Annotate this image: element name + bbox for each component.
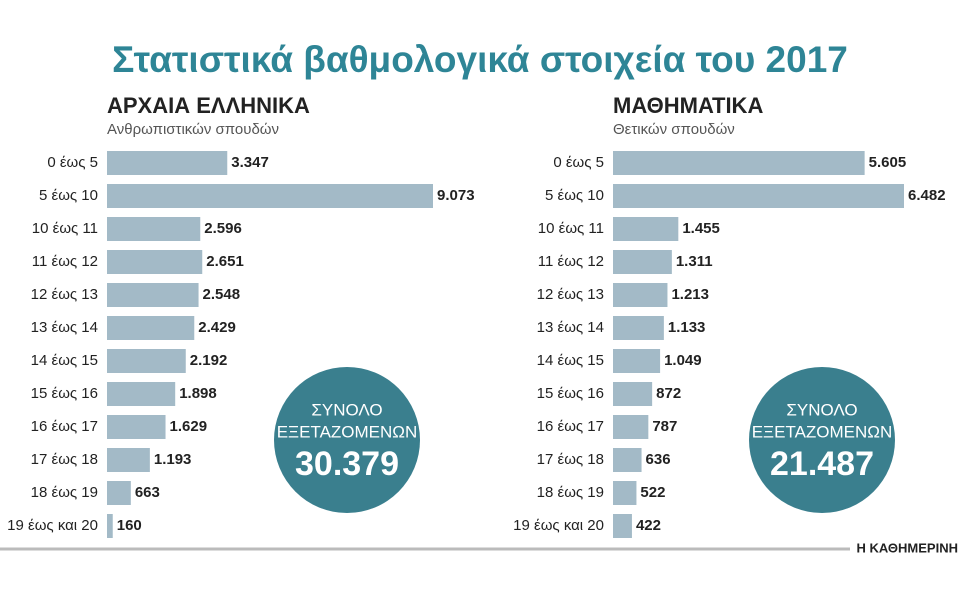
category-label: 16 έως 17 xyxy=(31,418,98,435)
category-label: 18 έως 19 xyxy=(31,484,98,501)
value-label: 422 xyxy=(636,517,661,534)
category-label: 14 έως 15 xyxy=(31,352,98,369)
category-label: 17 έως 18 xyxy=(537,451,604,468)
bar xyxy=(107,349,186,373)
bar xyxy=(107,316,195,340)
value-label: 2.548 xyxy=(203,286,241,303)
bar xyxy=(613,151,865,175)
category-label: 12 έως 13 xyxy=(537,286,604,303)
value-label: 160 xyxy=(117,517,142,534)
total-circle xyxy=(274,367,420,513)
source: Η ΚΑΘΗΜΕΡΙΝΗ xyxy=(857,540,959,555)
bar xyxy=(613,481,637,505)
total-circle xyxy=(749,367,895,513)
page-title: Στατιστικά βαθμολογικά στοιχεία του 2017 xyxy=(112,39,848,80)
category-label: 17 έως 18 xyxy=(31,451,98,468)
bar xyxy=(107,481,131,505)
total-value: 30.379 xyxy=(295,445,399,483)
panel-title: ΑΡΧΑΙΑ ΕΛΛΗΝΙΚΑ xyxy=(107,93,310,118)
bar xyxy=(107,448,150,472)
category-label: 14 έως 15 xyxy=(537,352,604,369)
bar xyxy=(107,250,203,274)
bar xyxy=(613,448,642,472)
value-label: 636 xyxy=(646,451,671,468)
bar xyxy=(613,415,649,439)
value-label: 1.898 xyxy=(179,385,217,402)
category-label: 0 έως 5 xyxy=(47,154,98,171)
value-label: 522 xyxy=(640,484,665,501)
category-label: 15 έως 16 xyxy=(537,385,604,402)
value-label: 1.133 xyxy=(668,319,706,336)
value-label: 5.605 xyxy=(869,154,907,171)
category-label: 13 έως 14 xyxy=(31,319,98,336)
category-label: 10 έως 11 xyxy=(32,220,98,237)
value-label: 2.192 xyxy=(190,352,228,369)
value-label: 663 xyxy=(135,484,160,501)
category-label: 11 έως 12 xyxy=(538,253,604,270)
category-label: 19 έως και 20 xyxy=(7,517,98,534)
value-label: 2.651 xyxy=(206,253,244,270)
bar xyxy=(613,349,661,373)
value-label: 1.629 xyxy=(170,418,208,435)
value-label: 1.455 xyxy=(682,220,720,237)
bar xyxy=(613,217,679,241)
bar xyxy=(107,382,176,406)
category-label: 19 έως και 20 xyxy=(513,517,604,534)
value-label: 1.193 xyxy=(154,451,192,468)
category-label: 13 έως 14 xyxy=(537,319,604,336)
value-label: 9.073 xyxy=(437,187,475,204)
bar xyxy=(613,382,653,406)
bar xyxy=(613,514,632,538)
bar xyxy=(107,151,228,175)
bar xyxy=(107,283,199,307)
category-label: 15 έως 16 xyxy=(31,385,98,402)
category-label: 11 έως 12 xyxy=(32,253,98,270)
category-label: 10 έως 11 xyxy=(538,220,604,237)
category-label: 5 έως 10 xyxy=(545,187,604,204)
category-label: 18 έως 19 xyxy=(537,484,604,501)
category-label: 16 έως 17 xyxy=(537,418,604,435)
value-label: 1.311 xyxy=(676,253,713,270)
value-label: 1.213 xyxy=(671,286,709,303)
total-label: ΣΥΝΟΛΟ xyxy=(311,400,382,419)
bar xyxy=(613,250,672,274)
panel-subtitle: Θετικών σπουδών xyxy=(613,121,735,138)
category-label: 5 έως 10 xyxy=(39,187,98,204)
bar xyxy=(613,283,668,307)
bar xyxy=(613,184,904,208)
value-label: 2.596 xyxy=(204,220,242,237)
value-label: 787 xyxy=(652,418,677,435)
category-label: 0 έως 5 xyxy=(553,154,604,171)
bar xyxy=(107,415,166,439)
total-label: ΣΥΝΟΛΟ xyxy=(786,400,857,419)
value-label: 2.429 xyxy=(198,319,236,336)
value-label: 3.347 xyxy=(231,154,269,171)
panel-subtitle: Ανθρωπιστικών σπουδών xyxy=(107,121,279,138)
category-label: 12 έως 13 xyxy=(31,286,98,303)
total-label: ΕΞΕΤΑΖΟΜΕΝΩΝ xyxy=(752,422,893,441)
bar xyxy=(107,217,201,241)
bar xyxy=(107,514,113,538)
bar xyxy=(107,184,433,208)
bar xyxy=(613,316,664,340)
total-value: 21.487 xyxy=(770,445,874,483)
value-label: 6.482 xyxy=(908,187,946,204)
value-label: 1.049 xyxy=(664,352,702,369)
total-label: ΕΞΕΤΑΖΟΜΕΝΩΝ xyxy=(277,422,418,441)
panel-title: ΜΑΘΗΜΑΤΙΚΑ xyxy=(613,93,763,118)
value-label: 872 xyxy=(656,385,681,402)
